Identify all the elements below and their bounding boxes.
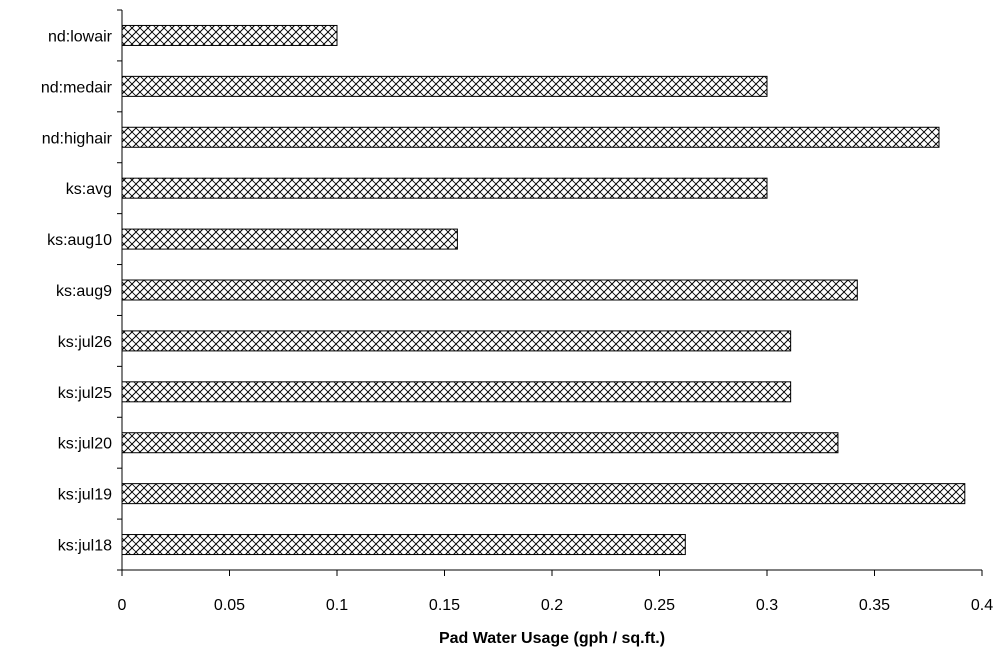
bar-ks-jul18 <box>121 534 686 556</box>
bar-ks-jul19 <box>121 483 966 505</box>
category-label: ks:jul25 <box>58 385 112 402</box>
x-tick-label: 0.05 <box>214 597 245 614</box>
x-tick-label: 0.2 <box>541 597 563 614</box>
bar-ks-jul26 <box>121 330 792 352</box>
category-label: nd:lowair <box>48 28 113 45</box>
category-labels: nd:lowair nd:medair nd:highair ks:avg ks:aug… <box>41 28 113 554</box>
y-axis-ticks <box>117 9 122 571</box>
category-label: ks:jul20 <box>58 436 112 453</box>
bar-ks-aug10 <box>121 228 458 250</box>
bar-nd-highair <box>121 126 940 148</box>
x-tick-label: 0.15 <box>429 597 460 614</box>
x-tick-label: 0 <box>118 597 127 614</box>
category-label: ks:aug9 <box>56 283 112 300</box>
category-label: ks:jul26 <box>58 334 112 351</box>
x-axis-ticks <box>121 570 983 576</box>
bar-nd-lowair <box>121 24 338 46</box>
x-tick-label: 0.25 <box>644 597 675 614</box>
category-label: ks:avg <box>66 181 112 198</box>
category-label: nd:highair <box>42 130 113 147</box>
bar-ks-jul25 <box>121 381 792 403</box>
x-tick-label: 0.35 <box>859 597 890 614</box>
x-tick-label: 0.4 <box>971 597 993 614</box>
category-label: ks:aug10 <box>47 232 112 249</box>
category-label: ks:jul18 <box>58 538 112 555</box>
category-label: nd:medair <box>41 79 113 96</box>
bar-ks-aug9 <box>121 279 858 301</box>
plot-area <box>121 24 966 556</box>
bar-ks-avg <box>121 177 768 199</box>
x-axis-title: Pad Water Usage (gph / sq.ft.) <box>439 630 665 647</box>
x-tick-label: 0.1 <box>326 597 348 614</box>
category-label: ks:jul19 <box>58 487 112 504</box>
bar-nd-medair <box>121 75 768 97</box>
x-tick-labels: 0 0.05 0.1 0.15 0.2 0.25 0.3 0.35 0.4 <box>118 597 994 614</box>
bar-ks-jul20 <box>121 432 839 454</box>
x-tick-label: 0.3 <box>756 597 778 614</box>
